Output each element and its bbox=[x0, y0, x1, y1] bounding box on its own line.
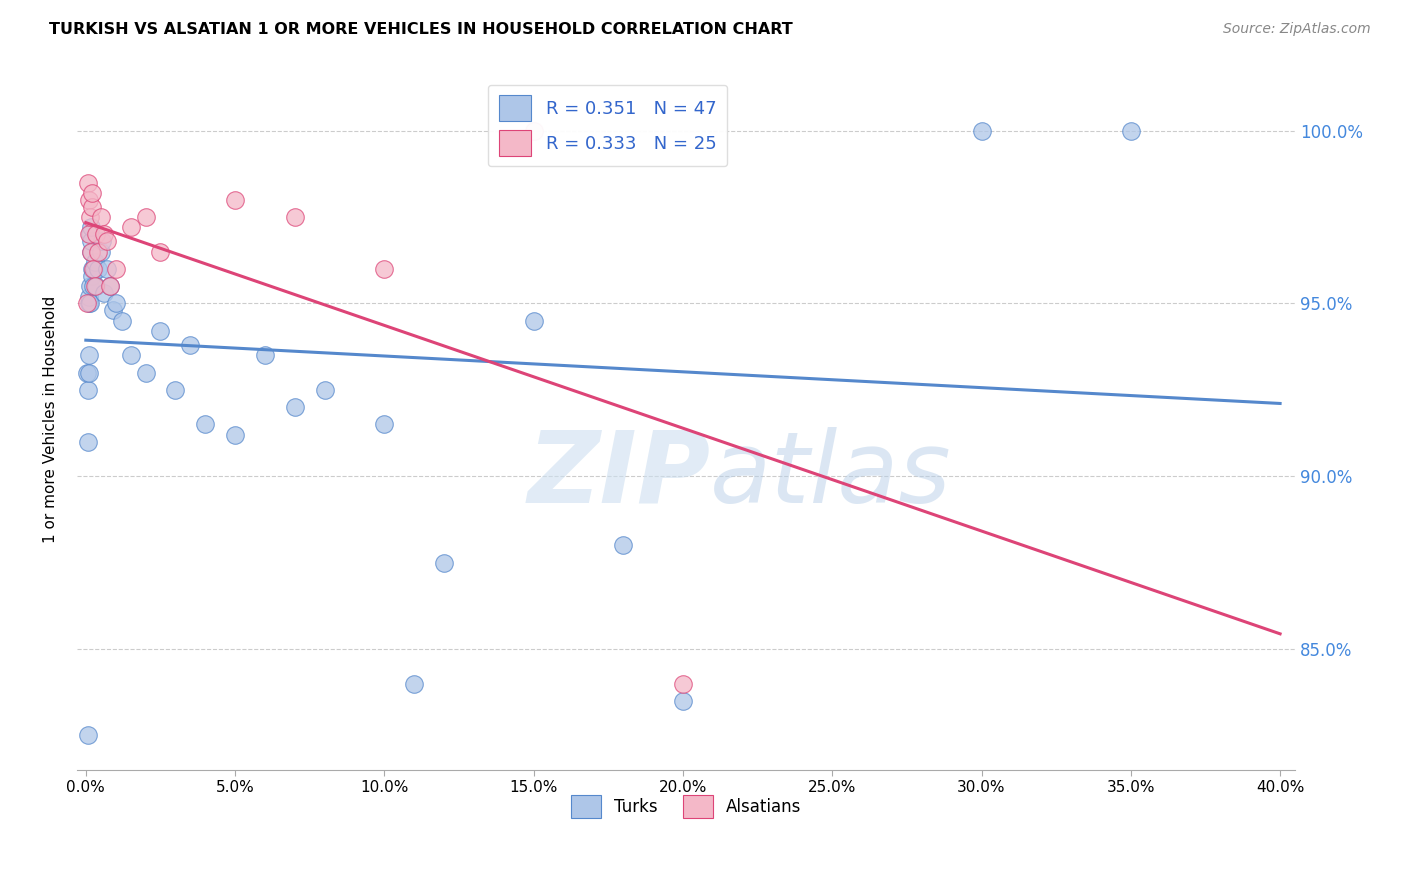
Point bbox=[149, 324, 172, 338]
Point bbox=[179, 338, 201, 352]
Point bbox=[77, 366, 100, 380]
Point bbox=[194, 417, 217, 432]
Point bbox=[101, 303, 124, 318]
Point bbox=[83, 279, 105, 293]
Point bbox=[612, 538, 634, 552]
Point bbox=[523, 124, 546, 138]
Point bbox=[523, 314, 546, 328]
Point bbox=[404, 676, 426, 690]
Point bbox=[104, 262, 127, 277]
Point bbox=[82, 279, 104, 293]
Point bbox=[253, 348, 276, 362]
Point bbox=[672, 694, 695, 708]
Point bbox=[90, 210, 112, 224]
Point bbox=[672, 676, 695, 690]
Legend: Turks, Alsatians: Turks, Alsatians bbox=[564, 788, 808, 825]
Point bbox=[80, 200, 103, 214]
Point bbox=[76, 296, 98, 310]
Point bbox=[373, 417, 395, 432]
Point bbox=[80, 262, 103, 277]
Point bbox=[79, 279, 101, 293]
Point bbox=[98, 279, 121, 293]
Point bbox=[82, 186, 104, 200]
Point bbox=[77, 348, 100, 362]
Point bbox=[98, 279, 121, 293]
Point bbox=[96, 235, 118, 249]
Point bbox=[373, 262, 395, 277]
Point bbox=[80, 235, 103, 249]
Point bbox=[76, 728, 98, 742]
Point bbox=[84, 279, 107, 293]
Point bbox=[149, 244, 172, 259]
Point bbox=[83, 255, 105, 269]
Point bbox=[80, 220, 103, 235]
Point bbox=[120, 220, 142, 235]
Point bbox=[93, 227, 115, 242]
Point bbox=[120, 348, 142, 362]
Text: atlas: atlas bbox=[710, 427, 952, 524]
Point bbox=[284, 210, 307, 224]
Point bbox=[433, 556, 456, 570]
Point bbox=[90, 244, 112, 259]
Point bbox=[83, 262, 105, 277]
Point bbox=[82, 262, 104, 277]
Point bbox=[80, 244, 103, 259]
Point bbox=[96, 262, 118, 277]
Point bbox=[79, 227, 101, 242]
Point bbox=[1119, 124, 1142, 138]
Point bbox=[91, 235, 114, 249]
Text: TURKISH VS ALSATIAN 1 OR MORE VEHICLES IN HOUSEHOLD CORRELATION CHART: TURKISH VS ALSATIAN 1 OR MORE VEHICLES I… bbox=[49, 22, 793, 37]
Point bbox=[76, 366, 98, 380]
Point bbox=[87, 244, 110, 259]
Point bbox=[77, 383, 100, 397]
Point bbox=[87, 262, 110, 277]
Point bbox=[104, 296, 127, 310]
Point bbox=[79, 210, 101, 224]
Point bbox=[79, 193, 101, 207]
Text: ZIP: ZIP bbox=[527, 427, 710, 524]
Point bbox=[93, 286, 115, 301]
Point bbox=[79, 244, 101, 259]
Point bbox=[165, 383, 187, 397]
Point bbox=[314, 383, 336, 397]
Point bbox=[970, 124, 993, 138]
Point bbox=[79, 296, 101, 310]
Point bbox=[111, 314, 134, 328]
Point bbox=[82, 268, 104, 283]
Point bbox=[135, 210, 157, 224]
Point bbox=[79, 289, 101, 303]
Point bbox=[224, 193, 246, 207]
Point bbox=[77, 176, 100, 190]
Point bbox=[284, 400, 307, 414]
Text: Source: ZipAtlas.com: Source: ZipAtlas.com bbox=[1223, 22, 1371, 37]
Point bbox=[77, 296, 100, 310]
Point bbox=[77, 227, 100, 242]
Point bbox=[135, 366, 157, 380]
Point bbox=[84, 227, 107, 242]
Y-axis label: 1 or more Vehicles in Household: 1 or more Vehicles in Household bbox=[44, 295, 58, 543]
Point bbox=[77, 434, 100, 449]
Point bbox=[224, 427, 246, 442]
